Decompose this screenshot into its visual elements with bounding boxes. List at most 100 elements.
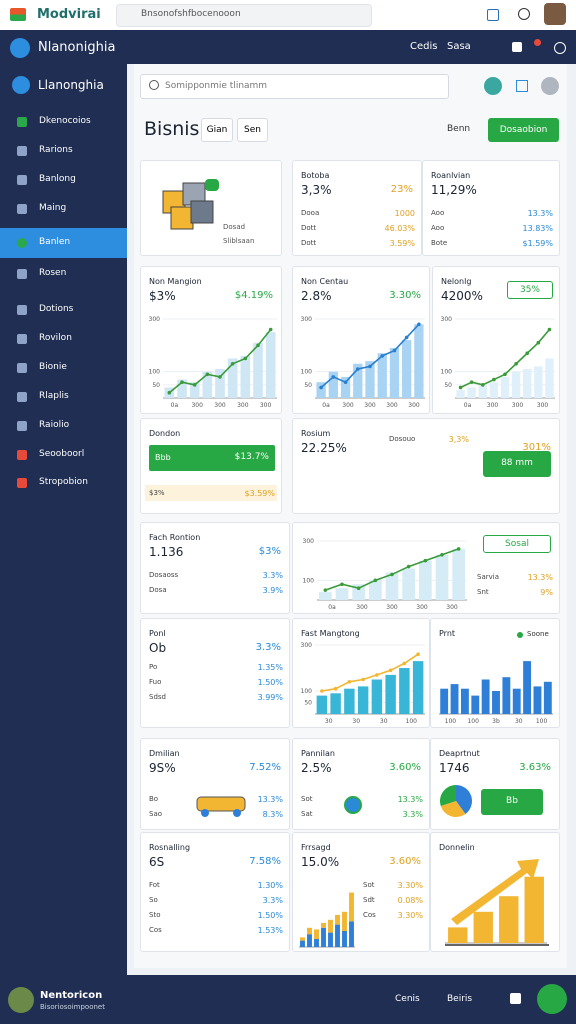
row-label: Aoo xyxy=(431,224,445,232)
card-value: 2.8% xyxy=(301,289,332,303)
nav-item[interactable]: Banlong xyxy=(0,165,127,195)
card-button[interactable]: 35% xyxy=(507,281,553,299)
bar-segment xyxy=(349,921,354,947)
badge xyxy=(344,796,362,814)
search-bar[interactable]: Somipponmie tlinamm xyxy=(140,74,449,99)
card-value: 11,29% xyxy=(431,183,477,197)
icon[interactable] xyxy=(510,993,521,1004)
nav-item[interactable]: Rovilon xyxy=(0,324,127,354)
nav-item[interactable]: Rarions xyxy=(0,136,127,166)
filter[interactable]: Benn xyxy=(447,124,471,134)
card-title: Pannilan xyxy=(301,749,335,758)
tab[interactable]: Gian xyxy=(201,118,233,142)
illustration xyxy=(445,859,549,946)
bar xyxy=(511,371,521,398)
nav-label: Dkenocoios xyxy=(39,116,91,126)
card-title: Dmilian xyxy=(149,749,180,758)
header-link[interactable]: Sasa xyxy=(447,41,471,52)
row-value: 1.53% xyxy=(257,926,283,935)
point xyxy=(243,356,248,361)
chart: 50 100 300 0a 300 300 300 300 xyxy=(301,316,425,409)
point xyxy=(404,335,409,340)
home-icon[interactable] xyxy=(487,9,499,21)
bar-segment xyxy=(307,927,312,935)
nav-item[interactable]: Seooboorl xyxy=(0,440,127,470)
nav-item[interactable]: Rosen xyxy=(0,259,127,289)
card-button[interactable]: Bb xyxy=(481,789,543,815)
card-title: Dondon xyxy=(149,429,181,438)
url-bar[interactable]: Bnsonofshfbocenooon xyxy=(116,4,372,27)
bar xyxy=(344,688,355,714)
bar xyxy=(543,681,552,714)
card-value: 9S% xyxy=(149,761,176,775)
row-value: 3.3% xyxy=(262,571,283,580)
row-value: 1.30% xyxy=(257,881,283,890)
legend: Soone xyxy=(527,630,549,638)
point xyxy=(417,322,421,327)
nav-item[interactable]: Rlaplis xyxy=(0,382,127,412)
point xyxy=(406,564,411,569)
bar xyxy=(328,371,338,398)
row-label: Dott xyxy=(301,239,317,247)
y-tick-label: 100 xyxy=(301,688,313,695)
footer-link[interactable]: Cenis xyxy=(395,994,420,1004)
icon[interactable] xyxy=(516,80,528,92)
bar xyxy=(523,661,532,714)
bar xyxy=(202,371,213,398)
point xyxy=(373,578,378,583)
card: Rosium 22.25% 301% Dosouo 3,3% 88 mm xyxy=(292,418,560,514)
x-tick-label: 0a xyxy=(171,402,179,409)
y-tick-label: 300 xyxy=(441,316,453,323)
card: Dondon $3% $3.59% Bbb $13.7% xyxy=(140,418,282,514)
footer-link[interactable]: Beiris xyxy=(447,994,473,1004)
header-link[interactable]: Cedis xyxy=(410,41,438,52)
user-avatar[interactable] xyxy=(8,987,34,1013)
card-delta: $4.19% xyxy=(234,290,273,301)
chart xyxy=(445,876,547,944)
card-title: Rosnalling xyxy=(149,843,191,852)
avatar[interactable] xyxy=(544,3,566,25)
bar xyxy=(399,668,410,714)
line xyxy=(321,653,419,692)
clock-icon[interactable] xyxy=(518,8,530,20)
brand-icon xyxy=(12,76,30,94)
bar xyxy=(489,382,499,398)
nav-item[interactable]: Bionie xyxy=(0,353,127,383)
chart xyxy=(299,892,355,948)
nav-item[interactable]: Dotions xyxy=(0,295,127,325)
action-button[interactable]: Dosaobion xyxy=(488,118,559,142)
nav-item[interactable]: Dkenocoios xyxy=(0,107,127,137)
fab[interactable] xyxy=(537,984,567,1014)
nav-label: Stropobion xyxy=(39,477,88,487)
card-button[interactable]: Sosal xyxy=(483,535,551,553)
card-button[interactable]: 88 mm xyxy=(483,451,551,477)
settings-icon[interactable] xyxy=(554,42,566,54)
icon[interactable] xyxy=(484,77,502,95)
x-tick-label: 100 xyxy=(536,718,548,725)
nav-item[interactable]: Raiolio xyxy=(0,411,127,441)
bar-segment xyxy=(321,923,326,928)
nav-item[interactable]: Stropobion xyxy=(0,468,127,498)
row-value: 13.3% xyxy=(257,795,283,804)
card-value: 22.25% xyxy=(301,441,347,455)
icon[interactable] xyxy=(541,77,559,95)
card: Roanlvian 11,29% Aoo 13.3% Aoo 13.83% Bote $1.5… xyxy=(422,160,560,256)
nav-icon xyxy=(17,204,27,214)
bar xyxy=(369,580,382,600)
bar xyxy=(389,347,400,398)
tab[interactable]: Sen xyxy=(237,118,268,142)
x-tick-label: 300 xyxy=(386,604,398,611)
row-label: Dosa xyxy=(149,586,167,594)
grid-icon[interactable] xyxy=(512,42,522,52)
point xyxy=(347,680,352,684)
nav-item[interactable]: Banlen xyxy=(0,228,127,258)
card-line: Sliblsaan xyxy=(223,237,255,245)
point xyxy=(180,380,184,384)
point xyxy=(456,547,461,551)
point xyxy=(343,380,348,384)
nav-item[interactable]: Maing xyxy=(0,194,127,224)
card-delta: 23% xyxy=(390,184,413,195)
point xyxy=(503,372,507,377)
bar xyxy=(316,695,328,714)
